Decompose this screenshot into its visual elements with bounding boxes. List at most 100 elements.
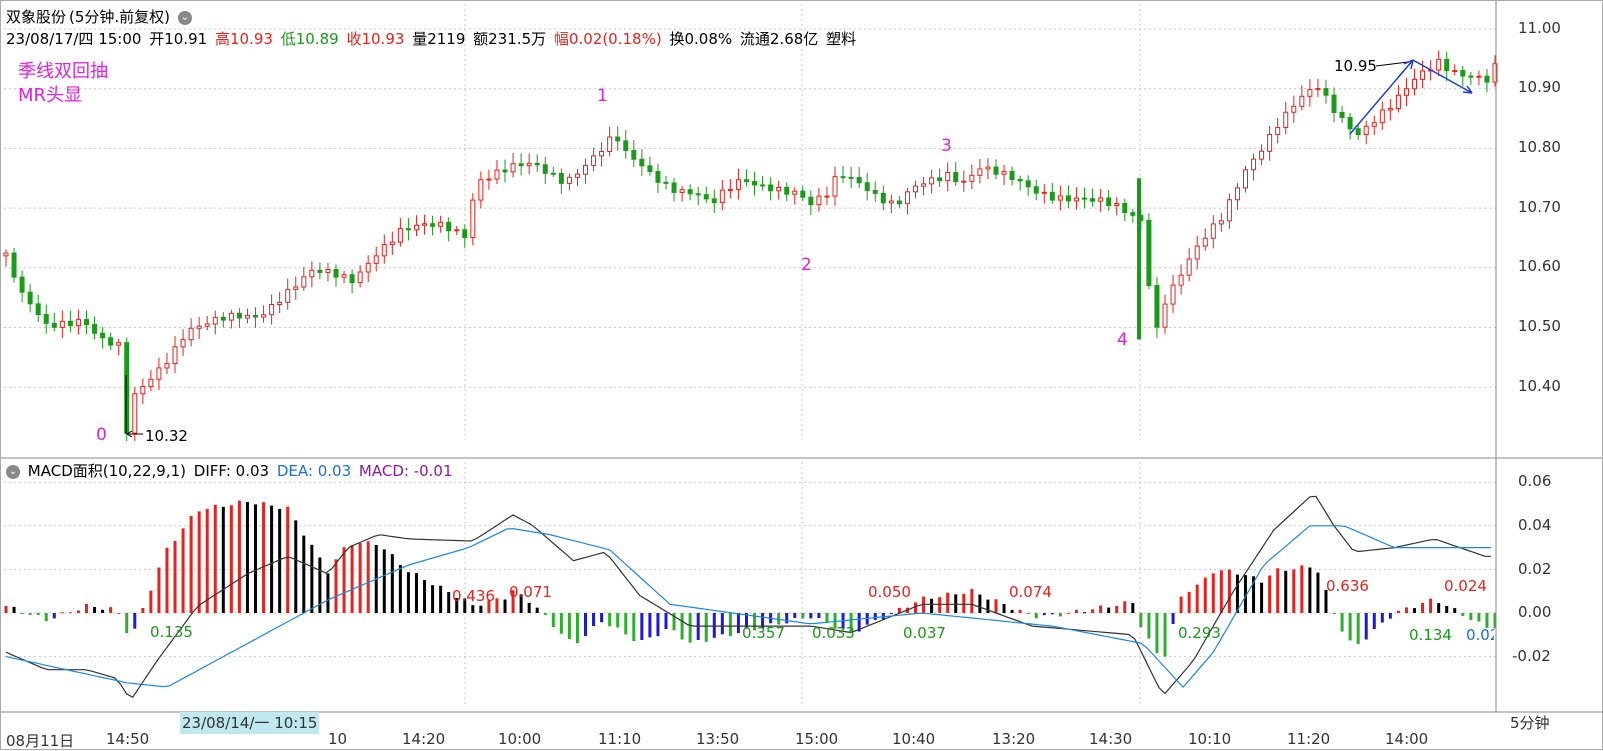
candle-body (792, 190, 798, 195)
candle-body (261, 314, 267, 318)
candle-body (1057, 195, 1063, 201)
candle-body (776, 186, 782, 192)
macd-bar (423, 580, 427, 613)
macd-bar (825, 613, 829, 623)
chevron-down-icon[interactable]: ⌄ (177, 10, 192, 25)
macd-bar (390, 554, 394, 613)
macd-bar (777, 613, 781, 625)
price-tick: 10.40 (1518, 377, 1561, 395)
low-label: 低 (280, 30, 296, 48)
macd-bar (592, 613, 596, 627)
macd-bar (1372, 613, 1376, 630)
candle-body (1154, 284, 1160, 328)
price-tick: 10.90 (1518, 78, 1561, 96)
macd-bar (1284, 570, 1288, 613)
candle-body (510, 163, 516, 173)
macd-bar (1147, 613, 1151, 639)
chevron-down-icon[interactable]: ⌄ (6, 464, 20, 479)
macd-tick: 0.00 (1518, 603, 1552, 621)
candle-body (486, 178, 492, 181)
candle-body (1114, 203, 1120, 207)
candle-body (349, 274, 355, 284)
candle-body (679, 189, 685, 193)
price-tick: 10.70 (1518, 198, 1561, 216)
candle-body (1452, 70, 1458, 73)
macd-bar (1429, 598, 1433, 613)
candle-body (1307, 89, 1313, 97)
macd-bar (1276, 568, 1280, 613)
candle-body (3, 252, 9, 257)
macd-bar (1123, 601, 1127, 613)
macd-bar (1300, 565, 1304, 613)
period-label: (5分钟.前复权) (69, 8, 171, 26)
candle-body (51, 322, 57, 328)
candle-body (687, 189, 693, 195)
macd-bar (431, 585, 435, 613)
macd-bar (1453, 608, 1457, 613)
candle-body (824, 195, 830, 198)
period-button[interactable]: 5分钟 (1510, 714, 1550, 732)
macd-bar (1292, 569, 1296, 613)
macd-bar (946, 592, 950, 613)
candle-body (341, 274, 347, 278)
macd-area-label: 0.636 (1326, 577, 1369, 595)
candle-body (1395, 94, 1401, 110)
open-label: 开 (149, 30, 165, 48)
candle-body (1001, 170, 1007, 175)
candle-body (1242, 169, 1248, 189)
candle-body (1218, 220, 1224, 225)
macd-bar (28, 613, 32, 616)
macd-bar (656, 613, 660, 637)
candle-body (446, 221, 452, 232)
macd-bar (84, 604, 88, 613)
macd-bar (994, 599, 998, 613)
diff-label: DIFF: 0.03 (193, 462, 270, 480)
candle-body (357, 271, 363, 284)
candle-body (373, 255, 379, 264)
candle-body (172, 346, 178, 365)
candle-body (502, 169, 508, 173)
macd-area-label: 0.050 (868, 583, 911, 601)
macd-bar (785, 613, 789, 624)
dea-label: DEA: 0.03 (276, 462, 352, 480)
macd-bar (173, 540, 177, 613)
candle-body (1009, 170, 1015, 181)
candle-body (888, 200, 894, 204)
candle-body (244, 314, 250, 319)
candle-body (985, 166, 991, 170)
macd-area-label: 0.074 (1009, 583, 1052, 601)
macd-bar (221, 506, 225, 613)
macd-bar (1099, 605, 1103, 613)
candle-body (1476, 75, 1482, 78)
time-label: 14:20 (402, 730, 446, 748)
macd-bar (1469, 613, 1473, 621)
macd-bar (736, 613, 740, 634)
macd-bar (1083, 612, 1087, 614)
macd-bar (76, 610, 80, 613)
candle-body (381, 244, 387, 257)
candle-body (1403, 88, 1409, 96)
macd-bar (938, 597, 942, 613)
macd-bar (1348, 613, 1352, 641)
crosshair-time-label: 23/08/14/一 10:15 (180, 712, 320, 734)
macd-bar (205, 508, 209, 613)
macd-bar (342, 547, 346, 613)
macd-bar (1187, 591, 1191, 613)
macd-bar (52, 613, 56, 619)
candle-body (365, 262, 371, 273)
candle-body (526, 162, 532, 167)
high-label: 高 (214, 30, 230, 48)
candle-body (67, 320, 73, 327)
macd-bar (358, 543, 362, 613)
candle-body (228, 312, 234, 321)
macd-bar (1107, 607, 1111, 613)
candle-body (269, 303, 275, 316)
macd-bar (1163, 613, 1167, 657)
candle-body (1444, 58, 1450, 72)
candle-body (735, 179, 741, 191)
candle-body (164, 363, 170, 369)
macd-bar (664, 613, 668, 629)
change-value: 0.02(0.18%) (568, 30, 662, 48)
candle-body (1259, 150, 1265, 160)
price-candles (3, 50, 1498, 442)
